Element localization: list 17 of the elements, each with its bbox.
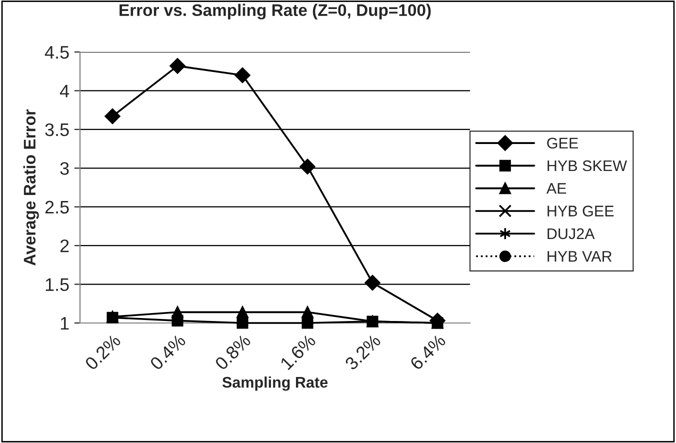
y-tick-label: 3.5 xyxy=(45,123,69,136)
legend-label: AE xyxy=(546,183,566,194)
y-axis-title: Average Ratio Error xyxy=(23,109,39,266)
legend-label: DUJ2A xyxy=(548,228,595,240)
legend-label: HYB GEE xyxy=(548,206,614,216)
y-tick-label: 4.5 xyxy=(44,46,69,59)
legend-label: GEE xyxy=(547,138,578,149)
y-tick-label: 2.5 xyxy=(45,200,69,214)
legend-label: HYB VAR xyxy=(548,251,612,262)
y-tick-label: 1 xyxy=(60,317,69,330)
y-tick-label: 3 xyxy=(60,162,69,175)
legend-label: HYB SKEW xyxy=(548,160,627,172)
chart-title: Error vs. Sampling Rate (Z=0, Dup=100) xyxy=(120,4,431,20)
y-tick-label: 4 xyxy=(60,84,70,98)
y-tick-label: 1.5 xyxy=(46,278,69,292)
x-axis-title: Sampling Rate xyxy=(222,376,328,391)
y-tick-label: 2 xyxy=(60,240,69,252)
